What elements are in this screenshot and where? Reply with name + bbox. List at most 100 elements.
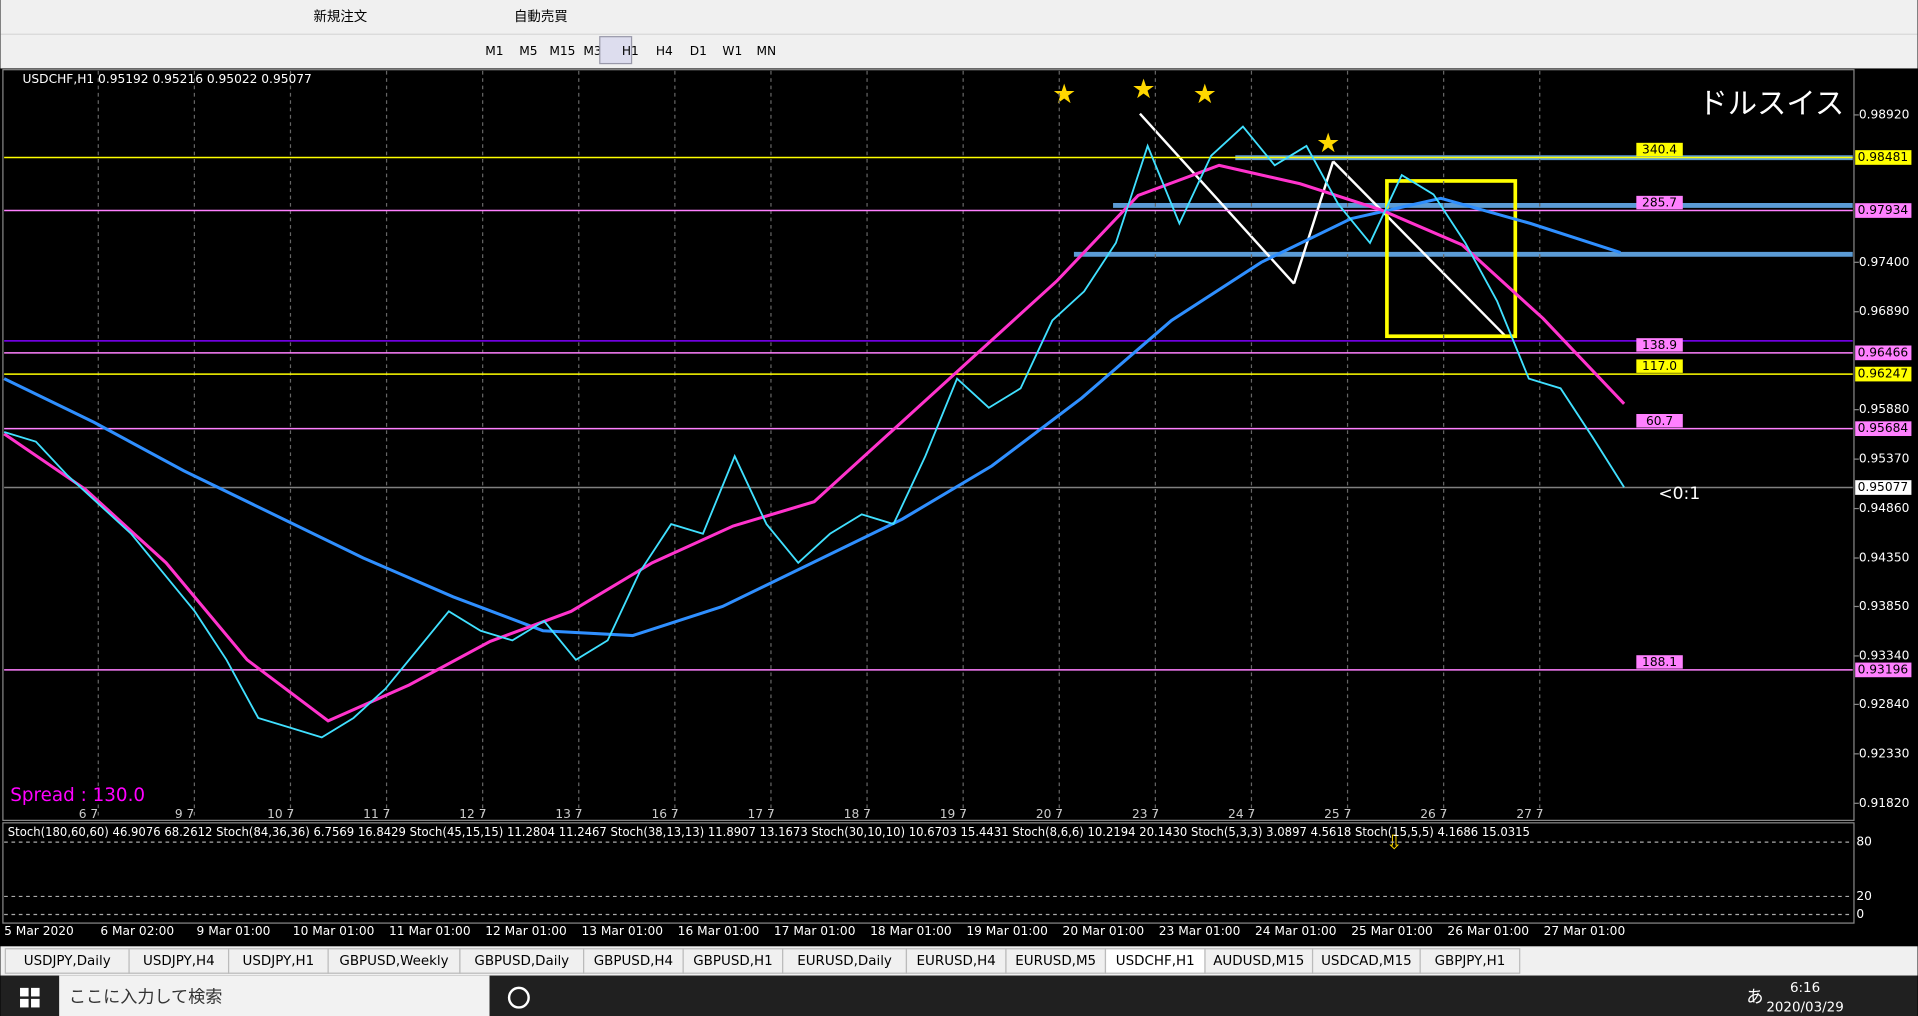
time-label: 5 Mar 2020	[4, 924, 74, 938]
search-text[interactable]: ここに入力して検索	[69, 988, 222, 1008]
timeframe[interactable]: H4	[656, 44, 673, 58]
stoch-level-label: 0	[1856, 907, 1864, 921]
day-label: 19 7	[940, 807, 967, 821]
timeframe[interactable]: M5	[519, 44, 537, 58]
level-tag-bg	[1636, 338, 1683, 352]
timeframe[interactable]: H1	[622, 44, 639, 58]
tab-bg[interactable]	[459, 948, 585, 974]
level-label-bg	[1855, 366, 1912, 382]
level-tag-bg	[1636, 359, 1683, 373]
level-tag-bg	[1636, 413, 1683, 428]
price-label: 0.92840	[1859, 697, 1910, 711]
stoch-header: Stoch(180,60,60) 46.9076 68.2612 Stoch(8…	[8, 825, 1530, 839]
level-label: 0.98481	[1858, 150, 1909, 164]
day-label: 18 7	[844, 807, 871, 821]
day-label: 20 7	[1036, 807, 1063, 821]
tab-bg[interactable]	[4, 948, 130, 974]
level-tag: 60.7	[1646, 414, 1673, 428]
price-label: 0.96890	[1859, 304, 1910, 318]
time-label: 16 Mar 01:00	[678, 924, 760, 938]
timeframe[interactable]: MN	[756, 44, 776, 58]
price-label: 0.95880	[1859, 402, 1910, 416]
level-label: 0.96466	[1858, 345, 1909, 359]
tab-bg[interactable]	[1005, 948, 1107, 974]
day-label: 23 7	[1132, 807, 1159, 821]
chart-title: ドルスイス	[1698, 87, 1844, 121]
clock-time[interactable]: 6:16	[1790, 981, 1820, 996]
tab[interactable]: AUDUSD,M15	[1213, 954, 1304, 969]
tab[interactable]: USDJPY,H1	[243, 954, 315, 969]
tab-bg[interactable]	[1419, 948, 1521, 974]
timeframe[interactable]: W1	[722, 44, 742, 58]
tab[interactable]: GBPUSD,Weekly	[339, 954, 448, 969]
toolbar-button[interactable]: 自動売買	[514, 9, 568, 25]
svg-text:★: ★	[1193, 79, 1217, 110]
level-label-bg	[1855, 345, 1912, 361]
day-label: 11 7	[363, 807, 390, 821]
time-label: 24 Mar 01:00	[1255, 924, 1337, 938]
tab-bg[interactable]	[1204, 948, 1314, 974]
ime[interactable]: あ	[1746, 988, 1763, 1008]
tab[interactable]: GBPJPY,H1	[1435, 954, 1506, 969]
tab[interactable]: EURUSD,H4	[917, 954, 996, 969]
time-label: 13 Mar 01:00	[581, 924, 663, 938]
day-label: 25 7	[1324, 807, 1351, 821]
stoch-frame	[2, 822, 1855, 924]
timeframe[interactable]: M1	[485, 44, 503, 58]
price-label: 0.92330	[1859, 746, 1910, 760]
stoch-level-label: 20	[1856, 889, 1872, 903]
toolbar-button[interactable]: 新規注文	[313, 9, 367, 25]
level-tag: 340.4	[1642, 143, 1677, 157]
tab-bg[interactable]	[128, 948, 230, 974]
clock-date[interactable]: 2020/03/29	[1766, 1000, 1843, 1015]
tab[interactable]: USDJPY,H4	[143, 954, 215, 969]
level-label-bg	[1855, 662, 1912, 678]
day-label: 17 7	[748, 807, 775, 821]
cortana-icon[interactable]	[507, 986, 530, 1009]
timeframe[interactable]: M15	[549, 44, 575, 58]
tab[interactable]: EURUSD,Daily	[797, 954, 892, 969]
price-label: 0.98920	[1859, 107, 1910, 121]
level-tag: 188.1	[1642, 655, 1677, 669]
level-label-bg	[1855, 150, 1912, 165]
day-label: 6 7	[79, 807, 98, 821]
time-label: 6 Mar 02:00	[100, 924, 174, 938]
day-label: 10 7	[267, 807, 294, 821]
grid: 0.98920 0.97400 0.96890 0.95880 0.95370 0.948…	[4, 70, 1910, 938]
day-label: 27 7	[1516, 807, 1543, 821]
marks: 340.4 0.98481 285.7 0.97934 138.9 0.96466 117.…	[3, 125, 1912, 739]
chart-header: USDCHF,H1 0.95192 0.95216 0.95022 0.9507…	[22, 72, 311, 86]
timeframe-active	[599, 36, 633, 65]
level-label: 0.95077	[1858, 480, 1909, 494]
price-label: 0.93340	[1859, 648, 1910, 662]
svg-text:★: ★	[1052, 79, 1076, 110]
day-label: 13 7	[555, 807, 582, 821]
search-box[interactable]	[59, 975, 490, 1016]
price-label: 0.91820	[1859, 796, 1910, 810]
tab-bg[interactable]	[1311, 948, 1421, 974]
tab-bg[interactable]	[327, 948, 461, 974]
day-label: 26 7	[1420, 807, 1447, 821]
tab[interactable]: USDCHF,H1	[1116, 954, 1195, 969]
level-tag: 285.7	[1642, 196, 1677, 210]
tab-bg[interactable]	[1104, 948, 1206, 974]
stoch-level-label: 80	[1856, 835, 1872, 849]
tab-bg[interactable]	[682, 948, 784, 974]
tab[interactable]: USDJPY,Daily	[24, 954, 111, 969]
tab[interactable]: USDCAD,M15	[1321, 954, 1412, 969]
tab[interactable]: GBPUSD,Daily	[474, 954, 569, 969]
tab-bg[interactable]	[583, 948, 684, 974]
level-label: 0.95684	[1858, 421, 1909, 435]
day-label: 24 7	[1228, 807, 1255, 821]
chart-frame	[2, 69, 1855, 821]
tab[interactable]: GBPUSD,H4	[594, 954, 673, 969]
timeframe[interactable]: D1	[690, 44, 707, 58]
tab-bg[interactable]	[782, 948, 908, 974]
tab[interactable]: EURUSD,M5	[1015, 954, 1096, 969]
time-label: 17 Mar 01:00	[774, 924, 856, 938]
level-tag: 138.9	[1642, 338, 1677, 352]
level-tag: 117.0	[1642, 359, 1677, 373]
tab[interactable]: GBPUSD,H1	[693, 954, 772, 969]
